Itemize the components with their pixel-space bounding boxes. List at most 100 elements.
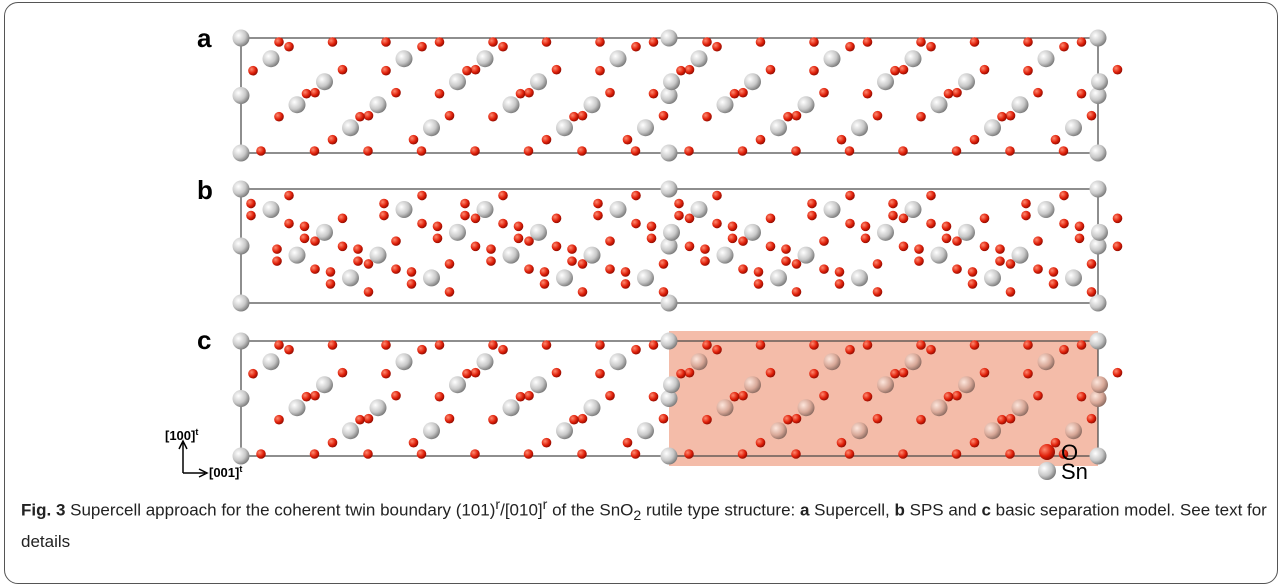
sn-atom	[289, 399, 306, 416]
o-atom	[435, 340, 445, 350]
o-atom	[944, 392, 954, 402]
o-atom	[845, 146, 855, 156]
sn-atom	[1038, 353, 1055, 370]
sn-atom	[661, 448, 678, 465]
figure: a b c [100]t [001]t O Sn	[5, 3, 1277, 483]
o-atom	[379, 211, 389, 221]
o-atom	[845, 449, 855, 459]
o-atom	[256, 449, 266, 459]
sn-atom	[637, 119, 654, 136]
o-atom	[659, 414, 669, 424]
o-atom	[863, 340, 873, 350]
o-atom	[284, 42, 294, 52]
o-atom	[845, 42, 855, 52]
sn-atom	[691, 353, 708, 370]
o-atom	[300, 234, 310, 244]
o-atom	[274, 37, 284, 47]
o-atom	[781, 256, 791, 266]
sn-atom	[851, 269, 868, 286]
sn-atom	[877, 73, 894, 90]
o-atom	[791, 146, 801, 156]
o-atom	[952, 88, 962, 98]
sn-atom	[1012, 96, 1029, 113]
o-atom	[514, 222, 524, 232]
sn-atom	[984, 119, 1001, 136]
o-atom	[819, 391, 829, 401]
o-atom	[685, 65, 695, 75]
o-atom	[381, 369, 391, 379]
o-atom	[338, 242, 348, 252]
sn-atom	[477, 353, 494, 370]
sn-atom	[1038, 50, 1055, 67]
o-atom	[328, 340, 338, 350]
sn-atom	[263, 353, 280, 370]
o-atom	[1006, 414, 1016, 424]
sn-atom	[770, 269, 787, 286]
sn-atom	[584, 399, 601, 416]
o-atom	[676, 66, 686, 76]
sn-atom	[1065, 269, 1082, 286]
o-atom	[498, 191, 508, 201]
sn-atom	[556, 422, 573, 439]
o-atom	[310, 146, 320, 156]
o-atom	[738, 391, 748, 401]
o-atom	[605, 391, 615, 401]
o-atom	[738, 264, 748, 274]
o-atom	[649, 89, 659, 99]
sn-atom	[1065, 119, 1082, 136]
o-atom	[605, 88, 615, 98]
o-atom	[1023, 340, 1033, 350]
o-atom	[248, 369, 258, 379]
o-atom	[631, 219, 641, 229]
o-atom	[353, 244, 363, 254]
o-atom	[914, 244, 924, 254]
o-atom	[1059, 42, 1069, 52]
o-atom	[728, 234, 738, 244]
o-atom	[995, 244, 1005, 254]
sn-atom	[233, 333, 250, 350]
sn-atom	[824, 353, 841, 370]
sn-atom	[1091, 376, 1108, 393]
sn-atom	[1090, 30, 1107, 47]
o-atom	[916, 415, 926, 425]
o-atom	[970, 37, 980, 47]
sn-atom	[661, 333, 678, 350]
o-atom	[272, 244, 282, 254]
sn-atom	[931, 399, 948, 416]
o-atom	[702, 415, 712, 425]
o-atom	[1075, 222, 1085, 232]
sn-atom	[530, 224, 547, 241]
o-atom	[381, 340, 391, 350]
o-atom	[1077, 89, 1087, 99]
sn-atom	[396, 50, 413, 67]
o-atom	[409, 135, 419, 145]
o-atom	[381, 37, 391, 47]
o-atom	[417, 449, 427, 459]
o-atom	[1005, 449, 1015, 459]
o-atom	[1021, 199, 1031, 209]
sn-atom	[233, 30, 250, 47]
o-atom	[702, 37, 712, 47]
o-atom	[516, 89, 526, 99]
o-atom	[355, 415, 365, 425]
o-atom	[498, 42, 508, 52]
o-atom	[498, 345, 508, 355]
o-atom	[1023, 66, 1033, 76]
o-atom	[605, 264, 615, 274]
o-atom	[863, 89, 873, 99]
o-atom	[486, 256, 496, 266]
o-atom	[926, 345, 936, 355]
o-atom	[916, 340, 926, 350]
sn-atom	[449, 376, 466, 393]
o-atom	[460, 211, 470, 221]
o-atom	[756, 340, 766, 350]
o-atom	[702, 340, 712, 350]
o-atom	[407, 279, 417, 289]
o-atom	[470, 449, 480, 459]
o-atom	[593, 211, 603, 221]
o-atom	[835, 267, 845, 277]
o-atom	[916, 112, 926, 122]
sn-atom	[233, 87, 250, 104]
sn-atom	[798, 399, 815, 416]
o-atom	[944, 89, 954, 99]
